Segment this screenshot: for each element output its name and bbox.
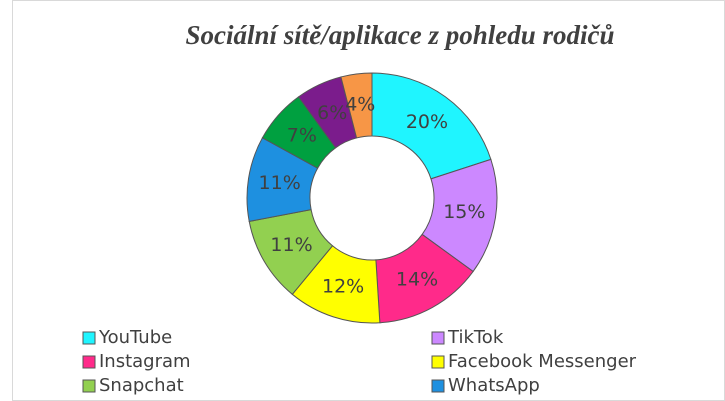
slice-label: 12% bbox=[322, 275, 364, 297]
legend-label: Snapchat bbox=[99, 375, 184, 396]
legend-label: Facebook Messenger bbox=[448, 351, 637, 372]
slice-label: 7% bbox=[287, 125, 317, 147]
legend-swatch bbox=[431, 331, 445, 345]
slice-label: 11% bbox=[259, 172, 301, 194]
slice-label: 20% bbox=[406, 111, 448, 133]
slice-label: 6% bbox=[317, 102, 347, 124]
slice-label: 15% bbox=[443, 201, 485, 223]
slice-label: 4% bbox=[345, 94, 375, 116]
donut-slice bbox=[340, 72, 373, 139]
legend-label: TikTok bbox=[447, 327, 504, 348]
legend-label: Instagram bbox=[99, 351, 191, 372]
legend-label: WhatsApp bbox=[448, 375, 540, 396]
chart-title: Sociální sítě/aplikace z pohledu rodičů bbox=[185, 20, 614, 50]
legend-label: YouTube bbox=[98, 327, 172, 348]
legend-swatch bbox=[431, 379, 445, 393]
legend-swatch bbox=[82, 331, 96, 345]
slice-label: 14% bbox=[396, 268, 438, 290]
legend-swatch bbox=[431, 355, 445, 369]
donut-slice bbox=[371, 72, 492, 180]
legend-swatch bbox=[82, 379, 96, 393]
slice-label: 11% bbox=[270, 234, 312, 256]
legend-swatch bbox=[82, 355, 96, 369]
